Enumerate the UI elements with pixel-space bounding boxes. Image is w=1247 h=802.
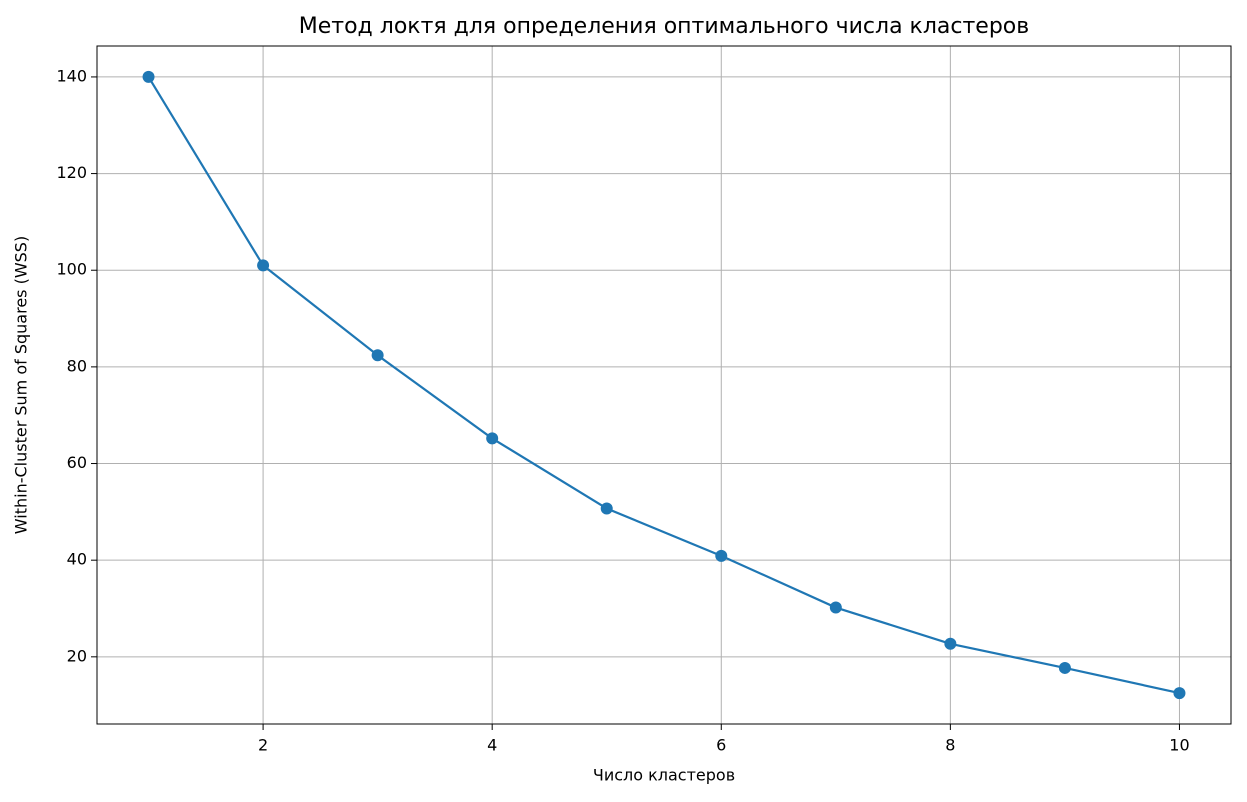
point [1058,661,1071,674]
point [371,349,384,362]
y-tick-label: 60 [67,453,87,472]
x-tick-label: 10 [1169,736,1189,755]
x-tick-label: 8 [945,736,955,755]
y-tick-label: 100 [56,260,87,279]
y-tick-label: 140 [56,66,87,85]
line [147,76,1180,695]
y-tick-label: 20 [67,646,87,665]
x-tick-label: 2 [258,736,268,755]
point [944,637,957,650]
y-tick-label: 40 [67,550,87,569]
x-tick-label: 4 [487,736,497,755]
plot-frame [96,45,1232,725]
point [486,432,499,445]
point [142,70,155,83]
point [600,502,613,515]
x-tick-label: 6 [716,736,726,755]
chart-title: Метод локтя для определения оптимального… [299,14,1029,39]
x-axis-label: Число кластеров [593,766,735,785]
y-axis-label: Within-Cluster Sum of Squares (WSS) [12,236,31,534]
y-tick-label: 120 [56,163,87,182]
point [829,601,842,614]
point [715,549,728,562]
point [257,259,270,272]
point [1173,687,1186,700]
y-tick-label: 80 [67,356,87,375]
